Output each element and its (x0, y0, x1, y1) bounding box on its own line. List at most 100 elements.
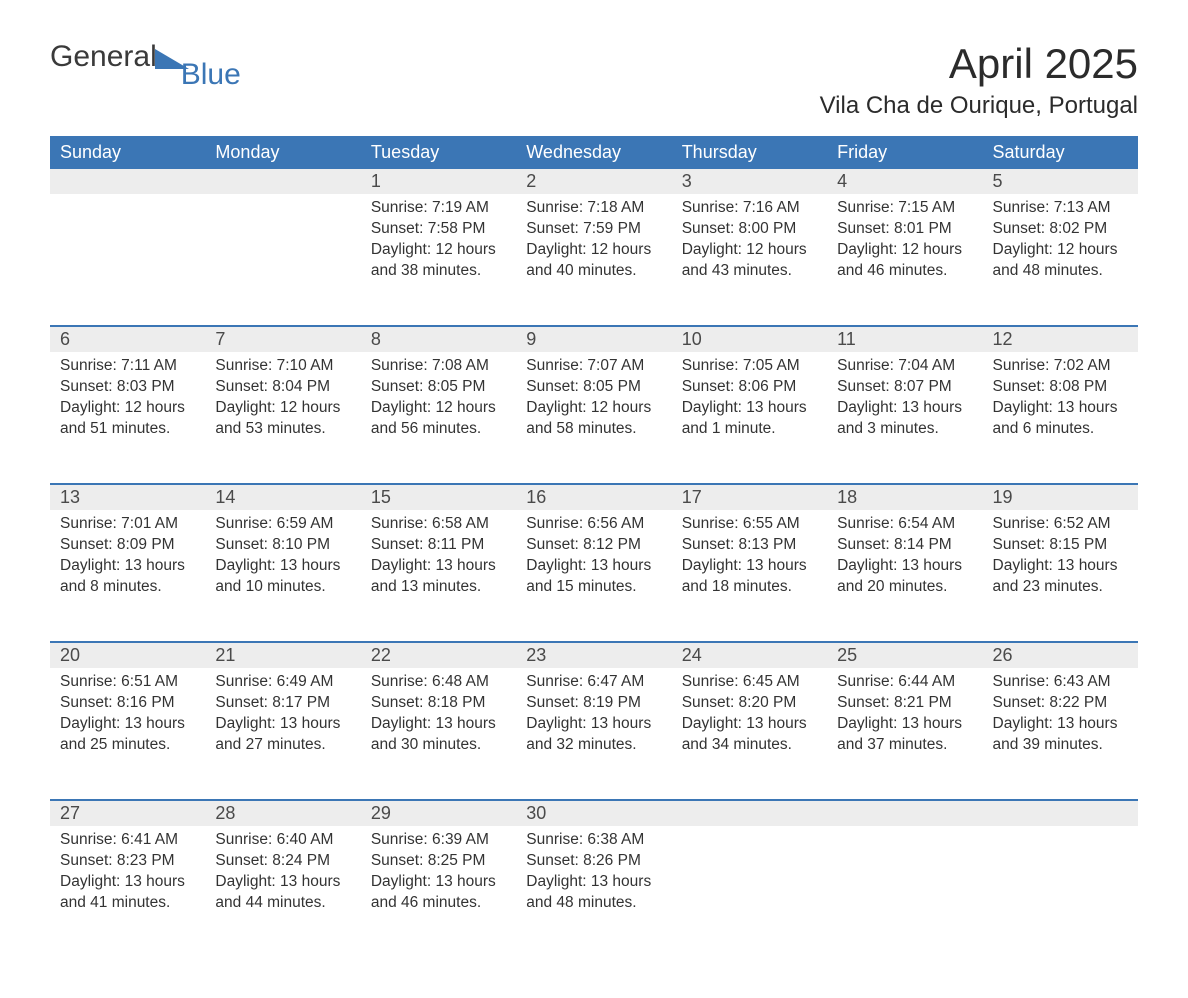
sunset-line: Sunset: 8:25 PM (371, 851, 506, 872)
day-details: Sunrise: 6:47 AMSunset: 8:19 PMDaylight:… (516, 668, 671, 770)
sunrise-line: Sunrise: 7:07 AM (526, 356, 661, 377)
day-details: Sunrise: 6:52 AMSunset: 8:15 PMDaylight:… (983, 510, 1138, 612)
sunset-line: Sunset: 8:20 PM (682, 693, 817, 714)
daylight-line: Daylight: 13 hours and 32 minutes. (526, 714, 661, 756)
calendar-table: Sunday Monday Tuesday Wednesday Thursday… (50, 136, 1138, 958)
day-number: 19 (983, 484, 1138, 510)
day-number: 20 (50, 642, 205, 668)
day-cell: Sunrise: 6:48 AMSunset: 8:18 PMDaylight:… (361, 668, 516, 800)
sunrise-line: Sunrise: 6:54 AM (837, 514, 972, 535)
daylight-line: Daylight: 12 hours and 56 minutes. (371, 398, 506, 440)
daylight-line: Daylight: 13 hours and 39 minutes. (993, 714, 1128, 756)
day-cell: Sunrise: 6:55 AMSunset: 8:13 PMDaylight:… (672, 510, 827, 642)
day-number: 30 (516, 800, 671, 826)
day-details: Sunrise: 7:05 AMSunset: 8:06 PMDaylight:… (672, 352, 827, 454)
logo: General Blue (50, 40, 251, 74)
day-cell: Sunrise: 6:41 AMSunset: 8:23 PMDaylight:… (50, 826, 205, 958)
day-details: Sunrise: 7:04 AMSunset: 8:07 PMDaylight:… (827, 352, 982, 454)
sunrise-line: Sunrise: 6:39 AM (371, 830, 506, 851)
day-cell: Sunrise: 7:15 AMSunset: 8:01 PMDaylight:… (827, 194, 982, 326)
day-cell: Sunrise: 6:54 AMSunset: 8:14 PMDaylight:… (827, 510, 982, 642)
daylight-line: Daylight: 13 hours and 46 minutes. (371, 872, 506, 914)
day-details: Sunrise: 6:55 AMSunset: 8:13 PMDaylight:… (672, 510, 827, 612)
day-cell: Sunrise: 7:05 AMSunset: 8:06 PMDaylight:… (672, 352, 827, 484)
sunset-line: Sunset: 8:16 PM (60, 693, 195, 714)
sunset-line: Sunset: 8:03 PM (60, 377, 195, 398)
day-details: Sunrise: 7:13 AMSunset: 8:02 PMDaylight:… (983, 194, 1138, 296)
day-cell: Sunrise: 6:45 AMSunset: 8:20 PMDaylight:… (672, 668, 827, 800)
sunset-line: Sunset: 8:14 PM (837, 535, 972, 556)
daylight-line: Daylight: 13 hours and 25 minutes. (60, 714, 195, 756)
daylight-line: Daylight: 13 hours and 3 minutes. (837, 398, 972, 440)
dow-saturday: Saturday (983, 136, 1138, 169)
sunset-line: Sunset: 8:08 PM (993, 377, 1128, 398)
sunset-line: Sunset: 8:06 PM (682, 377, 817, 398)
daylight-line: Daylight: 13 hours and 41 minutes. (60, 872, 195, 914)
sunset-line: Sunset: 8:21 PM (837, 693, 972, 714)
sunrise-line: Sunrise: 7:01 AM (60, 514, 195, 535)
day-details: Sunrise: 6:49 AMSunset: 8:17 PMDaylight:… (205, 668, 360, 770)
sunrise-line: Sunrise: 6:44 AM (837, 672, 972, 693)
daylight-line: Daylight: 13 hours and 30 minutes. (371, 714, 506, 756)
sunset-line: Sunset: 7:58 PM (371, 219, 506, 240)
sunset-line: Sunset: 8:11 PM (371, 535, 506, 556)
day-details: Sunrise: 6:44 AMSunset: 8:21 PMDaylight:… (827, 668, 982, 770)
day-number: 4 (827, 169, 982, 194)
sunrise-line: Sunrise: 7:19 AM (371, 198, 506, 219)
daylight-line: Daylight: 12 hours and 58 minutes. (526, 398, 661, 440)
sunset-line: Sunset: 8:05 PM (526, 377, 661, 398)
day-details: Sunrise: 6:39 AMSunset: 8:25 PMDaylight:… (361, 826, 516, 928)
dow-monday: Monday (205, 136, 360, 169)
daylight-line: Daylight: 13 hours and 6 minutes. (993, 398, 1128, 440)
day-number: 1 (361, 169, 516, 194)
sunrise-line: Sunrise: 7:02 AM (993, 356, 1128, 377)
daybody-row: Sunrise: 7:11 AMSunset: 8:03 PMDaylight:… (50, 352, 1138, 484)
day-cell: Sunrise: 7:01 AMSunset: 8:09 PMDaylight:… (50, 510, 205, 642)
sunset-line: Sunset: 8:23 PM (60, 851, 195, 872)
sunset-line: Sunset: 8:04 PM (215, 377, 350, 398)
day-details: Sunrise: 6:38 AMSunset: 8:26 PMDaylight:… (516, 826, 671, 928)
sunrise-line: Sunrise: 7:10 AM (215, 356, 350, 377)
sunset-line: Sunset: 8:00 PM (682, 219, 817, 240)
daylight-line: Daylight: 13 hours and 13 minutes. (371, 556, 506, 598)
day-number: 17 (672, 484, 827, 510)
day-cell: Sunrise: 6:40 AMSunset: 8:24 PMDaylight:… (205, 826, 360, 958)
day-number: 6 (50, 326, 205, 352)
sunset-line: Sunset: 8:13 PM (682, 535, 817, 556)
sunrise-line: Sunrise: 6:59 AM (215, 514, 350, 535)
day-number (827, 800, 982, 826)
day-cell: Sunrise: 6:38 AMSunset: 8:26 PMDaylight:… (516, 826, 671, 958)
day-cell: Sunrise: 7:07 AMSunset: 8:05 PMDaylight:… (516, 352, 671, 484)
sunrise-line: Sunrise: 6:49 AM (215, 672, 350, 693)
day-number: 2 (516, 169, 671, 194)
daylight-line: Daylight: 13 hours and 34 minutes. (682, 714, 817, 756)
day-details: Sunrise: 6:48 AMSunset: 8:18 PMDaylight:… (361, 668, 516, 770)
sunrise-line: Sunrise: 7:13 AM (993, 198, 1128, 219)
sunrise-line: Sunrise: 7:05 AM (682, 356, 817, 377)
daylight-line: Daylight: 12 hours and 53 minutes. (215, 398, 350, 440)
sunset-line: Sunset: 8:18 PM (371, 693, 506, 714)
day-cell: Sunrise: 6:44 AMSunset: 8:21 PMDaylight:… (827, 668, 982, 800)
day-number: 7 (205, 326, 360, 352)
day-cell: Sunrise: 7:16 AMSunset: 8:00 PMDaylight:… (672, 194, 827, 326)
day-cell: Sunrise: 7:18 AMSunset: 7:59 PMDaylight:… (516, 194, 671, 326)
day-number: 18 (827, 484, 982, 510)
day-number: 26 (983, 642, 1138, 668)
day-number: 23 (516, 642, 671, 668)
sunset-line: Sunset: 8:05 PM (371, 377, 506, 398)
day-cell: Sunrise: 7:13 AMSunset: 8:02 PMDaylight:… (983, 194, 1138, 326)
sunset-line: Sunset: 8:09 PM (60, 535, 195, 556)
daybody-row: Sunrise: 6:41 AMSunset: 8:23 PMDaylight:… (50, 826, 1138, 958)
day-details: Sunrise: 7:10 AMSunset: 8:04 PMDaylight:… (205, 352, 360, 454)
day-details: Sunrise: 7:07 AMSunset: 8:05 PMDaylight:… (516, 352, 671, 454)
day-number (672, 800, 827, 826)
day-details: Sunrise: 7:11 AMSunset: 8:03 PMDaylight:… (50, 352, 205, 454)
day-cell: Sunrise: 6:58 AMSunset: 8:11 PMDaylight:… (361, 510, 516, 642)
daylight-line: Daylight: 13 hours and 20 minutes. (837, 556, 972, 598)
day-details: Sunrise: 7:08 AMSunset: 8:05 PMDaylight:… (361, 352, 516, 454)
daylight-line: Daylight: 13 hours and 10 minutes. (215, 556, 350, 598)
daylight-line: Daylight: 12 hours and 38 minutes. (371, 240, 506, 282)
daylight-line: Daylight: 13 hours and 27 minutes. (215, 714, 350, 756)
dow-wednesday: Wednesday (516, 136, 671, 169)
day-cell: Sunrise: 6:43 AMSunset: 8:22 PMDaylight:… (983, 668, 1138, 800)
